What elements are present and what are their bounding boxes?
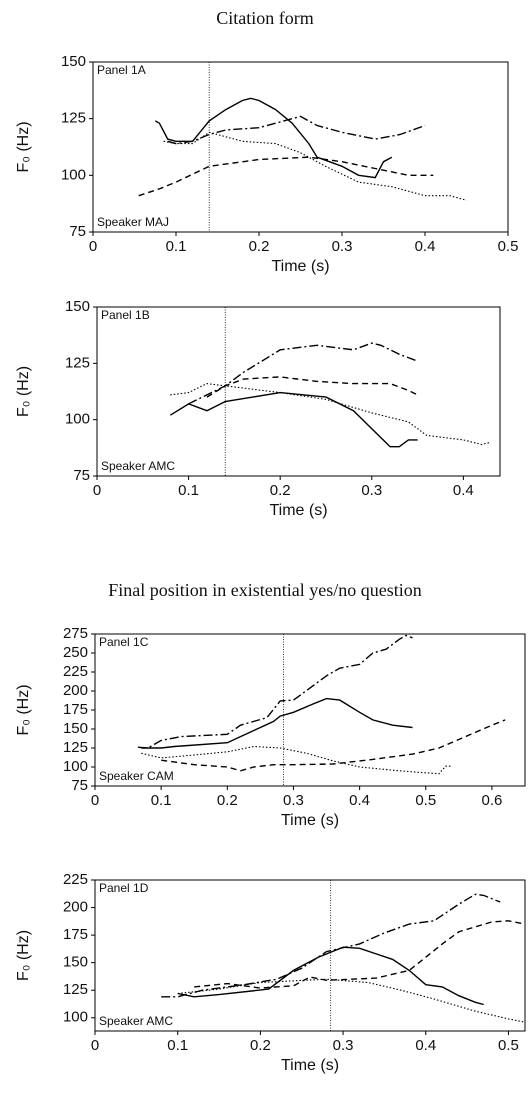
speaker-label: Speaker AMC <box>101 459 175 473</box>
x-tick-label: 0.2 <box>250 1037 271 1054</box>
y-axis-label: F₀ (Hz) <box>15 930 32 981</box>
y-tick-label: 200 <box>63 682 88 699</box>
y-tick-label: 125 <box>63 739 88 756</box>
y-axis-label: F₀ (Hz) <box>15 684 32 735</box>
x-tick-label: 0 <box>91 792 99 809</box>
x-tick-label: 0.1 <box>166 238 187 255</box>
series-line <box>188 342 418 405</box>
x-tick-label: 0.2 <box>270 482 291 499</box>
series-line <box>161 719 506 772</box>
x-tick-label: 0.3 <box>332 238 353 255</box>
section-title: Final position in existential yes/no que… <box>108 580 421 600</box>
y-tick-label: 75 <box>71 777 88 794</box>
y-tick-label: 75 <box>73 467 90 484</box>
y-tick-label: 125 <box>65 354 90 371</box>
y-axis-label: F₀ (Hz) <box>15 366 32 417</box>
x-tick-label: 0.1 <box>167 1037 188 1054</box>
y-axis-label: F₀ (Hz) <box>15 121 32 172</box>
x-tick-label: 0.5 <box>498 1037 519 1054</box>
y-tick-label: 225 <box>63 663 88 680</box>
y-tick-label: 75 <box>69 223 86 240</box>
x-tick-label: 0.3 <box>283 792 304 809</box>
speaker-label: Speaker CAM <box>99 769 174 783</box>
x-tick-label: 0.3 <box>361 482 382 499</box>
panel: 0 0.1 0.2 0.3 0.4 75 100 125 150 Time (s) F₀ (Hz) P… <box>15 298 501 519</box>
x-axis-label: Time (s) <box>271 258 329 275</box>
series-line <box>161 893 501 998</box>
x-axis-label: Time (s) <box>281 1057 339 1074</box>
plot-frame <box>94 879 526 1032</box>
series-line <box>177 946 484 1006</box>
y-tick-label: 175 <box>63 701 88 718</box>
x-tick-label: 0.5 <box>498 238 519 255</box>
x-tick-label: 0.5 <box>415 792 436 809</box>
series-line <box>206 376 418 398</box>
y-tick-label: 150 <box>63 954 88 971</box>
series-line <box>177 978 526 1023</box>
x-tick-label: 0.4 <box>453 482 474 499</box>
series-line <box>167 115 426 145</box>
y-tick-label: 100 <box>61 166 86 183</box>
y-tick-label: 225 <box>63 871 88 888</box>
panel: 0 0.1 0.2 0.3 0.4 0.5 100 125 150 175 200 225 Time (… <box>15 871 526 1074</box>
series-line <box>194 920 526 989</box>
x-tick-label: 0.4 <box>349 792 370 809</box>
series-line <box>163 131 467 201</box>
section-title: Citation form <box>216 8 314 28</box>
series-line <box>169 391 418 448</box>
speaker-label: Speaker MAJ <box>97 215 169 229</box>
y-tick-label: 100 <box>65 411 90 428</box>
x-axis-label: Time (s) <box>269 502 327 519</box>
x-tick-label: 0.1 <box>178 482 199 499</box>
y-tick-label: 175 <box>63 926 88 943</box>
series-line <box>141 745 453 775</box>
x-axis-label: Time (s) <box>281 812 339 829</box>
y-tick-label: 125 <box>63 981 88 998</box>
series-line <box>170 383 491 446</box>
y-tick-label: 150 <box>65 298 90 315</box>
series-line <box>154 97 393 179</box>
plot-frame <box>92 61 509 233</box>
panel-label: Panel 1A <box>97 63 146 77</box>
x-tick-label: 0.4 <box>415 1037 436 1054</box>
panel-label: Panel 1D <box>99 881 149 895</box>
x-tick-label: 0.4 <box>415 238 436 255</box>
y-tick-label: 150 <box>63 720 88 737</box>
series-line <box>138 156 434 197</box>
x-tick-label: 0.3 <box>333 1037 354 1054</box>
panel-label: Panel 1B <box>101 308 150 322</box>
y-tick-label: 150 <box>61 53 86 70</box>
panel: Final position in existential yes/no que… <box>15 580 526 829</box>
x-tick-label: 0.6 <box>481 792 502 809</box>
panel: Citation form 0 0.1 0.2 0.3 0.4 0.5 75 100 125 150… <box>15 8 518 275</box>
panel-label: Panel 1C <box>99 635 149 649</box>
plot-frame <box>96 306 501 477</box>
x-tick-label: 0 <box>93 482 101 499</box>
x-tick-label: 0.2 <box>217 792 238 809</box>
y-tick-label: 125 <box>61 110 86 127</box>
y-tick-label: 100 <box>63 758 88 775</box>
y-tick-label: 275 <box>63 625 88 642</box>
plot-frame <box>94 633 526 787</box>
speaker-label: Speaker AMC <box>99 1014 173 1028</box>
series-line <box>141 697 413 749</box>
x-tick-label: 0 <box>91 1037 99 1054</box>
y-tick-label: 100 <box>63 1009 88 1026</box>
series-line <box>137 634 413 749</box>
x-tick-label: 0 <box>89 238 97 255</box>
x-tick-label: 0.1 <box>151 792 172 809</box>
y-tick-label: 200 <box>63 899 88 916</box>
y-tick-label: 250 <box>63 644 88 661</box>
x-tick-label: 0.2 <box>249 238 270 255</box>
